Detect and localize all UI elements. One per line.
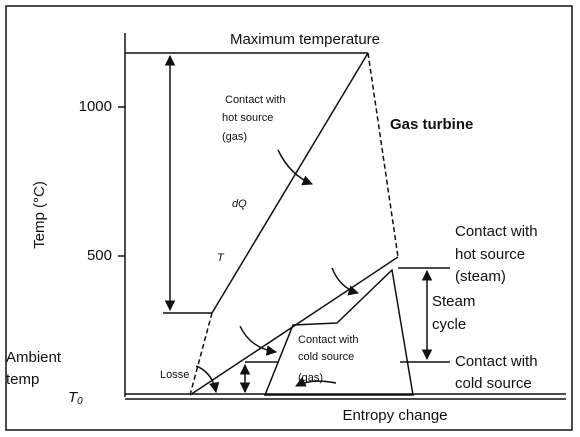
steam-cycle [263,268,414,396]
label: Steam [432,293,475,310]
label: Contact with [455,223,538,240]
label: (gas) [222,131,247,143]
hot-line [211,52,369,314]
label: Contact with [455,353,538,370]
frame [5,5,573,431]
title: Maximum temperature [230,31,380,48]
tick-label: 1000 [79,98,112,115]
label: hot source [455,246,525,263]
compression [189,312,213,396]
label: (steam) [455,268,506,285]
label: (gas) [298,372,323,384]
tick-label: 500 [87,247,112,264]
ambient-label: temp [6,371,39,388]
expansion [367,52,399,258]
arrow [277,149,313,186]
gas-turbine-label: Gas turbine [390,116,473,133]
x-axis-label: Entropy change [342,407,447,424]
label: cycle [432,316,466,333]
ambient-label: Ambient [6,349,62,366]
label: Contact with [298,334,359,346]
t0-label: T0 [68,389,83,407]
label: Losse [160,369,189,381]
label: hot source [222,112,273,124]
label: dQ [232,198,247,210]
label: cold source [298,351,354,363]
arrow [239,325,278,356]
arrow [331,267,360,296]
label: Contact with [225,94,286,106]
arrow [295,377,337,387]
label: cold source [455,375,532,392]
exhaust-line [189,256,399,396]
label: T [217,252,225,264]
arrow [195,365,220,394]
y-axis-label: Temp (°C) [31,181,48,249]
